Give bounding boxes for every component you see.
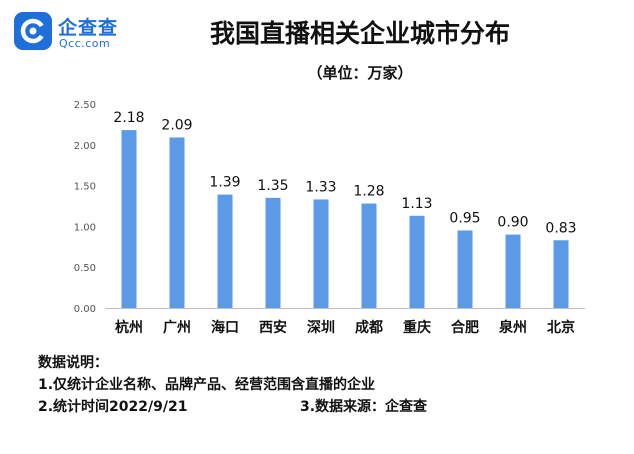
bar — [505, 234, 521, 308]
x-tick-label: 深圳 — [307, 319, 335, 336]
notes-source: 3.数据来源：企查查 — [300, 399, 428, 415]
x-tick-label: 成都 — [355, 319, 383, 336]
y-tick-label: 1.00 — [74, 222, 96, 233]
data-notes: 数据说明： 1.仅统计企业名称、品牌产品、经营范围含直播的企业 2.统计时间20… — [38, 352, 598, 418]
data-label: 1.13 — [401, 196, 432, 212]
brand-logo: 企查查 Qcc.com — [14, 12, 164, 56]
bar — [217, 194, 233, 308]
data-label: 1.33 — [305, 179, 336, 195]
data-label: 0.95 — [449, 210, 480, 226]
bar — [553, 240, 569, 308]
bar — [265, 197, 281, 308]
bar — [313, 199, 329, 308]
y-tick-label: 2.50 — [74, 100, 96, 111]
bar — [409, 215, 425, 308]
y-tick-label: 2.00 — [74, 141, 96, 152]
data-label: 1.39 — [209, 175, 240, 191]
x-tick-label: 杭州 — [115, 319, 143, 336]
y-tick-label: 0.50 — [74, 263, 96, 274]
data-label: 1.35 — [257, 178, 288, 194]
data-label: 2.09 — [161, 117, 192, 133]
notes-line-1: 1.仅统计企业名称、品牌产品、经营范围含直播的企业 — [38, 377, 376, 393]
y-tick-label: 1.50 — [74, 182, 96, 193]
notes-heading: 数据说明： — [38, 355, 108, 371]
bar — [169, 137, 185, 308]
x-tick-label: 北京 — [547, 319, 575, 336]
brand-name-cn: 企查查 — [58, 17, 119, 39]
qcc-logo-icon — [14, 12, 52, 50]
notes-line-2: 2.统计时间2022/9/21 3.数据来源：企查查 — [38, 396, 598, 418]
brand-name-en: Qcc.com — [59, 37, 111, 50]
x-tick-label: 重庆 — [403, 319, 431, 336]
x-tick-label: 合肥 — [451, 319, 479, 336]
chart-title: 我国直播相关企业城市分布 — [209, 19, 510, 48]
data-label: 2.18 — [113, 110, 144, 126]
data-label: 0.90 — [497, 215, 528, 231]
x-tick-label: 西安 — [259, 319, 287, 336]
x-tick-label: 广州 — [163, 319, 191, 336]
data-label: 0.83 — [545, 220, 576, 236]
bar — [361, 203, 377, 308]
notes-date: 2.统计时间2022/9/21 — [38, 399, 188, 415]
x-tick-label: 泉州 — [499, 319, 527, 336]
x-tick-label: 海口 — [211, 319, 239, 336]
data-label: 1.28 — [353, 184, 384, 200]
chart-subtitle: （单位：万家） — [307, 64, 413, 82]
bar — [457, 230, 473, 308]
y-tick-label: 0.00 — [74, 304, 96, 315]
bar — [121, 130, 137, 308]
